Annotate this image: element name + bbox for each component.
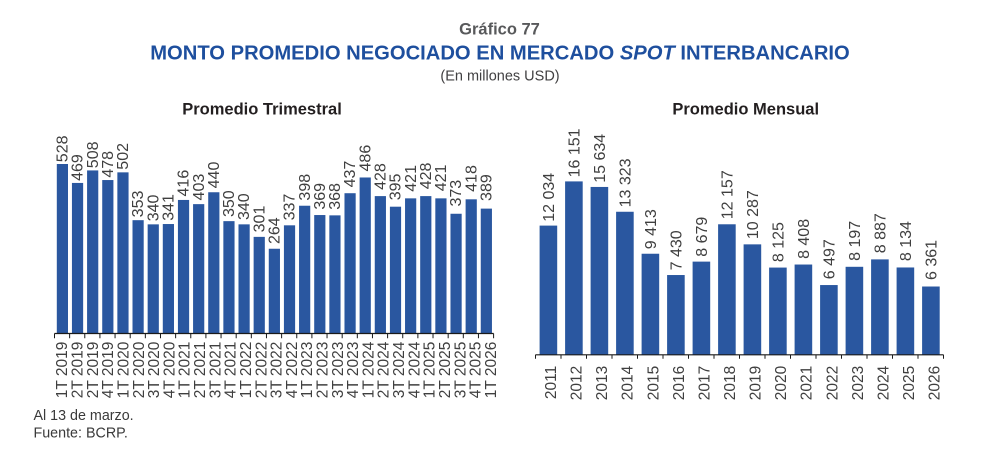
svg-text:2015: 2015: [645, 366, 662, 400]
svg-text:2026: 2026: [927, 366, 944, 400]
svg-text:478: 478: [100, 151, 117, 178]
svg-text:12 157: 12 157: [719, 170, 736, 219]
svg-text:486: 486: [357, 145, 374, 172]
svg-text:8 134: 8 134: [898, 221, 915, 261]
svg-text:3T 2022: 3T 2022: [269, 342, 286, 399]
svg-text:10 287: 10 287: [745, 190, 762, 239]
svg-text:9 413: 9 413: [643, 209, 660, 249]
svg-text:428: 428: [372, 163, 389, 190]
svg-text:2019: 2019: [748, 366, 765, 400]
svg-text:428: 428: [418, 162, 435, 189]
svg-text:2018: 2018: [722, 366, 739, 400]
svg-text:2011: 2011: [543, 366, 560, 399]
svg-text:2016: 2016: [671, 366, 688, 400]
svg-text:337: 337: [282, 194, 299, 221]
svg-text:2T 2019: 2T 2019: [85, 342, 102, 399]
svg-text:15 634: 15 634: [592, 134, 609, 183]
svg-text:1T 2024: 1T 2024: [360, 341, 377, 398]
svg-text:2022: 2022: [824, 366, 841, 400]
svg-text:Fuente: BCRP.: Fuente: BCRP.: [34, 426, 128, 442]
svg-text:398: 398: [297, 174, 314, 201]
svg-text:2T 2021: 2T 2021: [192, 342, 209, 399]
svg-text:1T 2026: 1T 2026: [483, 342, 500, 399]
svg-text:440: 440: [206, 162, 223, 189]
svg-text:528: 528: [55, 135, 72, 162]
svg-text:16 151: 16 151: [566, 128, 583, 177]
svg-text:2012: 2012: [569, 366, 586, 400]
svg-text:12 034: 12 034: [541, 173, 558, 222]
svg-text:421: 421: [433, 165, 450, 192]
svg-text:4T 2021: 4T 2021: [223, 342, 240, 399]
svg-text:502: 502: [115, 143, 132, 170]
svg-text:341: 341: [161, 194, 178, 221]
svg-text:8 408: 8 408: [796, 219, 813, 259]
svg-text:3T 2020: 3T 2020: [146, 341, 163, 398]
svg-text:1T 2019: 1T 2019: [54, 342, 71, 399]
svg-text:8 679: 8 679: [694, 217, 711, 257]
svg-text:2017: 2017: [696, 366, 713, 400]
svg-text:2024: 2024: [875, 365, 892, 400]
svg-text:469: 469: [70, 154, 87, 181]
svg-text:340: 340: [145, 194, 162, 221]
svg-text:2T 2023: 2T 2023: [315, 342, 332, 399]
svg-text:369: 369: [312, 183, 329, 210]
svg-text:3T 2024: 3T 2024: [391, 341, 408, 398]
svg-text:Promedio Mensual: Promedio Mensual: [672, 101, 819, 119]
svg-text:3T 2021: 3T 2021: [207, 342, 224, 399]
svg-text:6 361: 6 361: [923, 240, 940, 280]
svg-text:6 497: 6 497: [821, 239, 838, 279]
svg-text:373: 373: [448, 180, 465, 207]
svg-text:8 125: 8 125: [770, 222, 787, 262]
svg-text:(En millones USD): (En millones USD): [440, 69, 559, 85]
svg-text:395: 395: [388, 173, 405, 200]
svg-text:Promedio Trimestral: Promedio Trimestral: [182, 101, 342, 119]
svg-text:3T 2023: 3T 2023: [330, 342, 347, 399]
svg-text:4T 2022: 4T 2022: [284, 342, 301, 399]
svg-text:418: 418: [463, 165, 480, 192]
svg-text:1T 2022: 1T 2022: [238, 342, 255, 399]
svg-text:4T 2020: 4T 2020: [161, 341, 178, 398]
svg-text:1T 2020: 1T 2020: [115, 341, 132, 398]
svg-text:353: 353: [130, 191, 147, 218]
svg-text:389: 389: [478, 174, 495, 201]
svg-text:350: 350: [221, 190, 238, 217]
svg-text:2023: 2023: [850, 366, 867, 400]
svg-text:340: 340: [236, 193, 253, 220]
svg-text:7 430: 7 430: [668, 230, 685, 270]
svg-text:508: 508: [85, 141, 102, 168]
svg-text:264: 264: [267, 217, 284, 244]
svg-text:2020: 2020: [773, 365, 790, 400]
svg-text:421: 421: [403, 165, 420, 192]
svg-text:2014: 2014: [620, 365, 637, 400]
svg-text:403: 403: [191, 174, 208, 201]
svg-text:MONTO PROMEDIO NEGOCIADO EN ME: MONTO PROMEDIO NEGOCIADO EN MERCADO SPOT…: [150, 43, 850, 65]
svg-text:368: 368: [327, 183, 344, 210]
svg-text:13 323: 13 323: [617, 158, 634, 207]
svg-text:437: 437: [342, 161, 359, 188]
svg-text:2T 2024: 2T 2024: [376, 341, 393, 398]
svg-text:301: 301: [251, 206, 268, 233]
svg-text:2013: 2013: [594, 366, 611, 400]
svg-text:2025: 2025: [901, 366, 918, 400]
svg-text:2T 2025: 2T 2025: [437, 342, 454, 399]
svg-text:2021: 2021: [799, 366, 816, 400]
svg-text:1T 2025: 1T 2025: [422, 342, 439, 399]
svg-text:4T 2025: 4T 2025: [468, 342, 485, 399]
svg-text:4T 2019: 4T 2019: [100, 342, 117, 399]
svg-text:8 197: 8 197: [847, 221, 864, 261]
svg-text:1T 2021: 1T 2021: [177, 342, 194, 399]
svg-text:4T 2023: 4T 2023: [345, 342, 362, 399]
svg-text:416: 416: [176, 170, 193, 197]
svg-text:8 887: 8 887: [872, 213, 889, 253]
svg-text:4T 2024: 4T 2024: [406, 341, 423, 398]
svg-text:2T 2022: 2T 2022: [253, 342, 270, 399]
svg-text:1T 2023: 1T 2023: [299, 342, 316, 399]
svg-text:3T 2025: 3T 2025: [452, 342, 469, 399]
svg-text:Gráfico 77: Gráfico 77: [459, 21, 540, 39]
svg-text:Al 13 de marzo.: Al 13 de marzo.: [34, 408, 134, 424]
svg-text:2T 2020: 2T 2020: [131, 341, 148, 398]
svg-text:2T 2019: 2T 2019: [70, 342, 87, 399]
